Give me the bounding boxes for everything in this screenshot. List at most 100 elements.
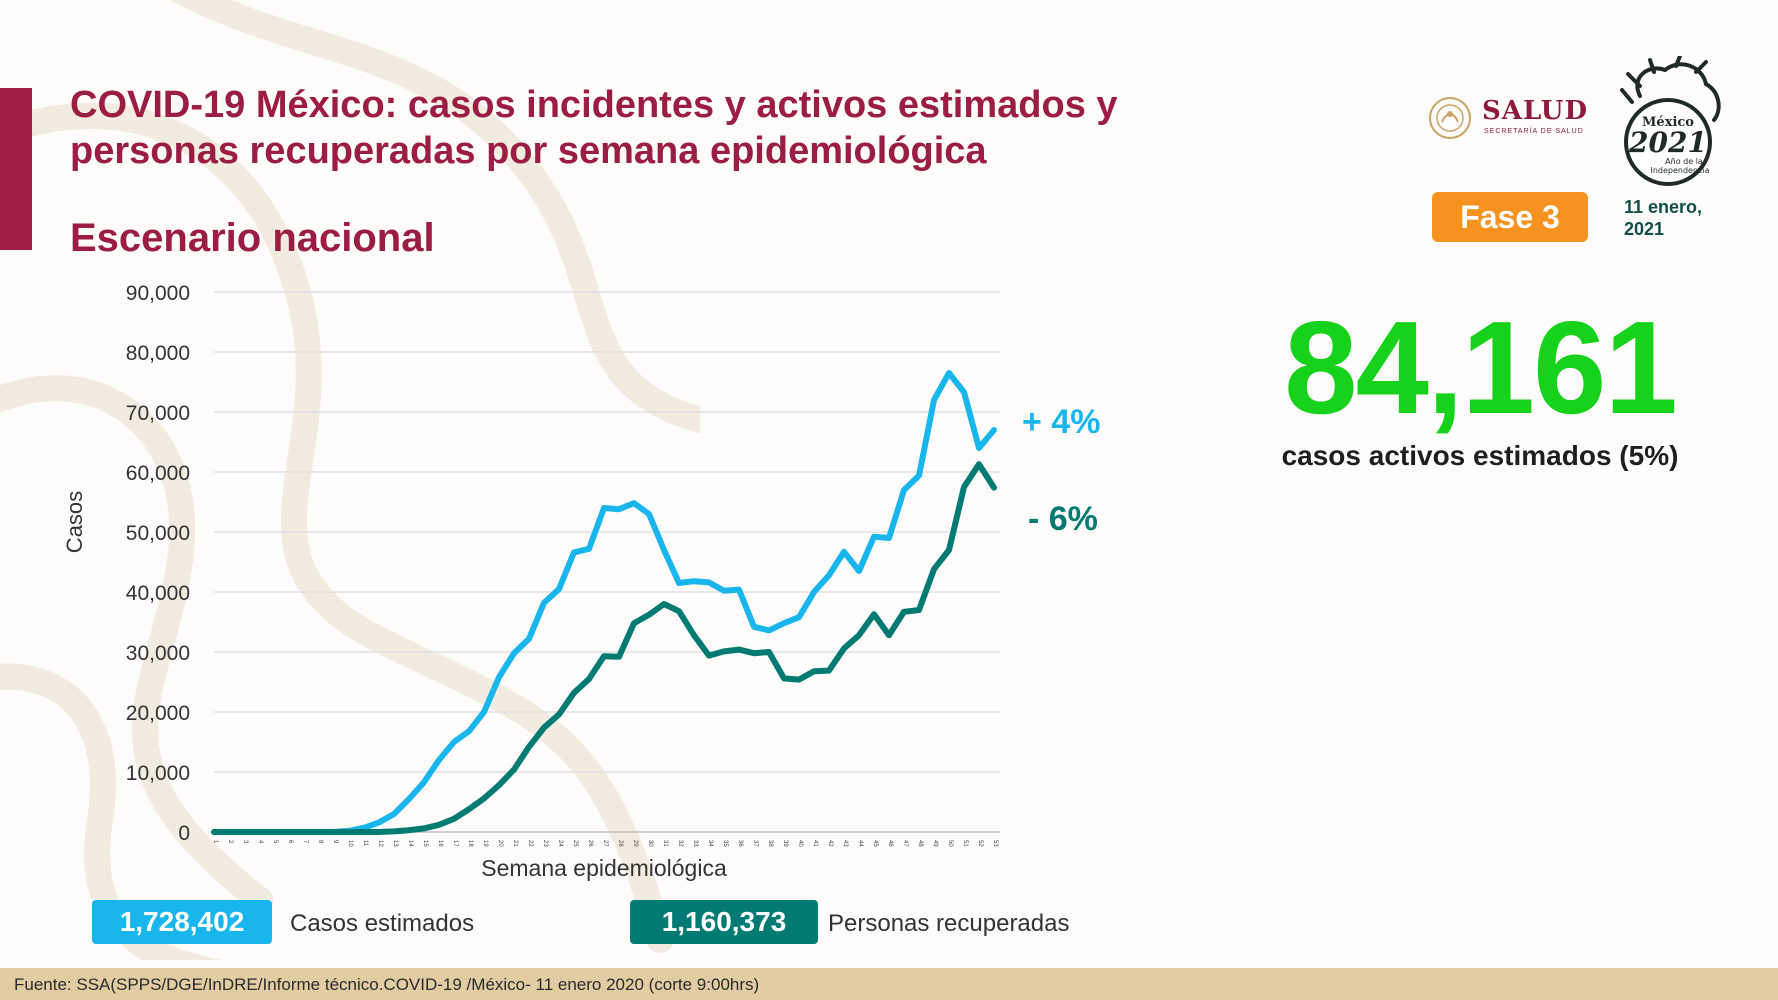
x-tick-label: 24 (557, 840, 563, 847)
x-tick-label: 41 (812, 840, 818, 847)
title-line-2: personas recuperadas por semana epidemio… (70, 130, 987, 172)
y-tick-label: 20,000 (126, 702, 190, 725)
salud-wordmark: SALUD (1482, 96, 1589, 126)
x-tick-label: 26 (587, 840, 593, 847)
report-date: 11 enero, 2021 (1624, 196, 1734, 240)
y-tick-label: 70,000 (126, 402, 190, 425)
recovered-persons-line (211, 461, 997, 835)
x-tick-label: 38 (767, 840, 773, 847)
accent-bar (0, 88, 32, 250)
x-tick-label: 21 (512, 840, 518, 847)
y-tick-label: 90,000 (126, 282, 190, 305)
x-tick-label: 14 (407, 840, 413, 847)
x-tick-label: 13 (392, 840, 398, 847)
x-tick-label: 52 (977, 840, 983, 847)
x-tick-label: 50 (947, 840, 953, 847)
recovered-change-annotation: - 6% (1028, 500, 1098, 538)
x-tick-label: 7 (302, 840, 308, 844)
x-tick-label: 49 (932, 840, 938, 847)
y-tick-label: 50,000 (126, 522, 190, 545)
y-tick-label: 80,000 (126, 342, 190, 365)
x-tick-label: 27 (602, 840, 608, 847)
x-tick-label: 37 (752, 840, 758, 847)
x-tick-label: 39 (782, 840, 788, 847)
y-tick-label: 60,000 (126, 462, 190, 485)
x-tick-label: 42 (827, 840, 833, 847)
mexico-2021-logo: México 2021 Año de la Independencia (1620, 56, 1721, 186)
x-tick-label: 44 (857, 840, 863, 847)
recovered-total-badge: 1,160,373 (630, 900, 818, 944)
x-tick-label: 51 (962, 840, 968, 847)
chart-grid (214, 291, 1000, 833)
x-tick-label: 15 (422, 840, 428, 847)
x-tick-label: 5 (272, 840, 278, 844)
fase-badge: Fase 3 (1432, 192, 1588, 242)
x-tick-label: 2 (227, 840, 233, 844)
x-tick-label: 1 (212, 840, 218, 844)
x-axis-label: Semana epidemiológica (481, 855, 727, 881)
y-tick-label: 10,000 (126, 762, 190, 785)
x-tick-label: 33 (692, 840, 698, 847)
x-tick-label: 28 (617, 840, 623, 847)
chart-series (211, 370, 997, 835)
active-cases-caption: casos activos estimados (5%) (1281, 440, 1679, 471)
x-tick-label: 22 (527, 840, 533, 847)
coat-of-arms-icon (1429, 97, 1471, 139)
x-tick-label: 34 (707, 840, 713, 847)
x-tick-label: 3 (242, 840, 248, 844)
x-tick-label: 53 (992, 840, 998, 847)
y-axis-label: Casos (62, 491, 87, 553)
logo-mexico-text: México (1642, 115, 1694, 130)
x-tick-label: 8 (317, 840, 323, 844)
x-tick-label: 43 (842, 840, 848, 847)
active-cases-number: 84,161 (1284, 294, 1678, 441)
x-tick-label: 11 (362, 840, 368, 847)
x-tick-label: 12 (377, 840, 383, 847)
x-tick-label: 9 (332, 840, 338, 844)
x-tick-label: 29 (632, 840, 638, 847)
background-pattern (0, 0, 700, 960)
x-tick-label: 46 (887, 840, 893, 847)
footer-bar: Fuente: SSA(SPPS/DGE/InDRE/Informe técni… (0, 968, 1778, 1000)
x-tick-label: 25 (572, 840, 578, 847)
page-title: COVID-19 México: casos incidentes y acti… (70, 82, 1330, 174)
x-tick-label: 47 (902, 840, 908, 847)
estimated-total-badge: 1,728,402 (92, 900, 272, 944)
x-tick-label: 17 (452, 840, 458, 847)
x-axis-ticks: 1 2 3 4 5 6 7 8 9 10 11 12 13 14 15 16 17 18 19 20 21 22 23 24 2… (212, 840, 998, 847)
x-tick-label: 31 (662, 840, 668, 847)
y-tick-label: 40,000 (126, 582, 190, 605)
logo-year-text: 2021 (1628, 126, 1707, 159)
estimated-cases-line (211, 370, 997, 835)
salud-logo: SALUD SECRETARÍA DE SALUD (1426, 94, 1589, 146)
y-tick-label: 0 (178, 822, 190, 845)
recovered-legend-label: Personas recuperadas (828, 910, 1070, 937)
logo-line2-text: Independencia (1650, 166, 1709, 175)
x-tick-label: 6 (287, 840, 293, 844)
x-tick-label: 35 (722, 840, 728, 847)
x-tick-label: 45 (872, 840, 878, 847)
x-tick-label: 32 (677, 840, 683, 847)
estimated-change-annotation: + 4% (1022, 403, 1100, 441)
y-tick-label: 30,000 (126, 642, 190, 665)
x-tick-label: 36 (737, 840, 743, 847)
x-tick-label: 30 (647, 840, 653, 847)
x-tick-label: 19 (482, 840, 488, 847)
x-tick-label: 23 (542, 840, 548, 847)
x-tick-label: 18 (467, 840, 473, 847)
salud-subtext: SECRETARÍA DE SALUD (1484, 128, 1584, 135)
page-subtitle: Escenario nacional (70, 216, 435, 260)
x-tick-label: 10 (347, 840, 353, 847)
x-tick-label: 16 (437, 840, 443, 847)
footer-source: Fuente: SSA(SPPS/DGE/InDRE/Informe técni… (14, 975, 760, 994)
estimated-legend-label: Casos estimados (290, 910, 475, 937)
cases-line-chart: 0 10,000 20,000 30,000 40,000 50,000 60,000 70,… (62, 282, 1100, 881)
x-tick-label: 4 (257, 840, 263, 844)
report-date-line2: 2021 (1624, 219, 1665, 239)
logo-line1-text: Año de la (1665, 157, 1703, 166)
report-date-line1: 11 enero, (1624, 197, 1703, 217)
y-axis-ticks: 0 10,000 20,000 30,000 40,000 50,000 60,000 70,… (126, 282, 190, 845)
x-tick-label: 48 (917, 840, 923, 847)
x-tick-label: 20 (497, 840, 503, 847)
title-line-1: COVID-19 México: casos incidentes y acti… (70, 84, 1118, 126)
